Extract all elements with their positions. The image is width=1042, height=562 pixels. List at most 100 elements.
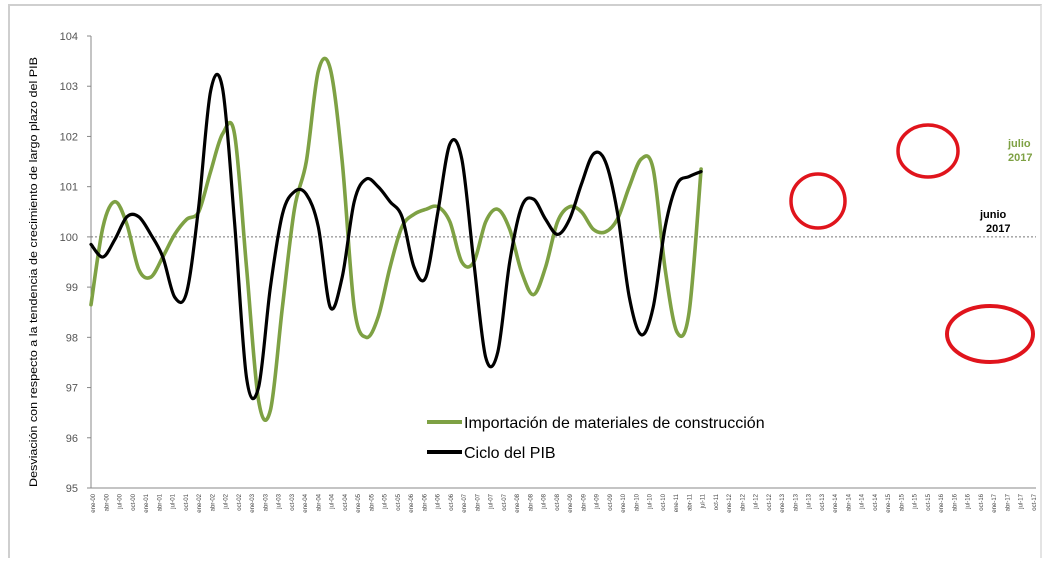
x-tick-label: abr-16 xyxy=(952,493,958,511)
x-tick-label: ene-07 xyxy=(462,493,468,512)
y-axis-label: Desviación con respecto a la tendencia d… xyxy=(28,57,40,487)
x-tick-label: jul-09 xyxy=(595,493,601,509)
x-tick-label: abr-15 xyxy=(899,493,905,511)
x-tick-label: abr-03 xyxy=(263,493,269,511)
x-tick-label: oct-10 xyxy=(661,493,667,510)
x-tick-label: oct-06 xyxy=(449,493,455,510)
x-tick-label: ene-04 xyxy=(303,493,309,512)
x-tick-label: abr-04 xyxy=(316,493,322,511)
annotations: julio 2017 junio 2017 xyxy=(979,138,1032,235)
legend-label-pib: Ciclo del PIB xyxy=(464,445,556,462)
x-tick-label: oct-01 xyxy=(184,493,190,510)
x-axis: ene-00 abr-00 jul-00 oct-00 ene-01 abr-01 jul-… xyxy=(91,487,1038,513)
x-tick-label: ene-10 xyxy=(621,493,627,512)
x-tick-label: oct-04 xyxy=(343,493,349,510)
x-tick-label: jul-07 xyxy=(489,493,495,509)
x-tick-label: oct-07 xyxy=(502,493,508,510)
x-tick-label: jul-17 xyxy=(1019,493,1025,509)
x-tick-label: oct-02 xyxy=(237,493,243,510)
y-tick-label: 100 xyxy=(60,232,78,244)
x-tick-label: abr-08 xyxy=(528,493,534,511)
importacion-line xyxy=(89,56,703,422)
x-tick-label: abr-06 xyxy=(422,493,428,511)
x-tick-label: ene-02 xyxy=(197,493,203,512)
annotation-julio-year: 2017 xyxy=(1008,152,1032,164)
x-tick-label: oct-05 xyxy=(396,493,402,510)
x-tick-label: abr-10 xyxy=(634,493,640,511)
x-tick-label: abr-12 xyxy=(740,493,746,511)
y-tick-label: 101 xyxy=(60,182,78,194)
y-axis: 95 96 97 98 99 100 101 102 103 104 xyxy=(60,31,92,495)
annotation-junio: junio xyxy=(979,209,1007,221)
y-tick-label: 102 xyxy=(60,131,78,143)
y-tick-label: 97 xyxy=(66,383,78,395)
x-tick-label: jul-01 xyxy=(171,493,177,509)
x-tick-label: oct-16 xyxy=(979,493,985,510)
highlight-circle-2 xyxy=(896,123,960,179)
x-tick-label: ene-06 xyxy=(409,493,415,512)
x-tick-label: jul-02 xyxy=(224,493,230,509)
x-tick-label: abr-13 xyxy=(793,493,799,511)
y-tick-label: 96 xyxy=(66,433,78,445)
x-tick-label: oct-11 xyxy=(714,493,720,510)
x-tick-label: oct-12 xyxy=(767,493,773,510)
annotation-junio-year: 2017 xyxy=(986,223,1010,235)
x-tick-label: abr-17 xyxy=(1005,493,1011,511)
x-tick-label: jul-15 xyxy=(913,493,919,509)
x-tick-label: oct-15 xyxy=(926,493,932,510)
x-tick-label: abr-14 xyxy=(846,493,852,511)
x-tick-label: oct-00 xyxy=(131,493,137,510)
y-tick-label: 99 xyxy=(66,282,78,294)
x-tick-label: jul-10 xyxy=(648,493,654,509)
x-tick-label: ene-00 xyxy=(91,493,97,512)
x-tick-label: jul-16 xyxy=(966,493,972,509)
x-tick-label: jul-14 xyxy=(860,493,866,509)
x-tick-label: oct-14 xyxy=(873,493,879,510)
x-tick-label: jul-03 xyxy=(277,493,283,509)
x-tick-label: abr-02 xyxy=(210,493,216,511)
x-tick-label: ene-16 xyxy=(939,493,945,512)
x-tick-label: ene-14 xyxy=(833,493,839,512)
x-tick-label: ene-17 xyxy=(992,493,998,512)
x-tick-label: abr-07 xyxy=(475,493,481,511)
x-tick-label: jul-04 xyxy=(330,493,336,509)
x-tick-label: abr-11 xyxy=(687,493,693,511)
x-tick-label: ene-01 xyxy=(144,493,150,512)
x-tick-label: oct-03 xyxy=(290,493,296,510)
x-tick-label: jul-06 xyxy=(436,493,442,509)
x-tick-label: oct-13 xyxy=(820,493,826,510)
x-tick-label: abr-00 xyxy=(104,493,110,511)
x-tick-label: ene-03 xyxy=(250,493,256,512)
x-tick-label: jul-00 xyxy=(118,493,124,509)
series-lines xyxy=(89,56,703,422)
highlight-circle-1 xyxy=(789,172,847,230)
x-tick-label: oct-09 xyxy=(608,493,614,510)
x-tick-label: ene-11 xyxy=(674,493,680,512)
x-tick-label: jul-08 xyxy=(542,493,548,509)
highlight-circles xyxy=(789,123,1035,364)
x-tick-label: abr-05 xyxy=(369,493,375,511)
x-tick-label: ene-13 xyxy=(780,493,786,512)
x-tick-label: oct-17 xyxy=(1032,493,1038,510)
ciclo-pib-line xyxy=(89,72,703,401)
x-tick-label: abr-01 xyxy=(157,493,163,511)
y-tick-label: 104 xyxy=(60,31,78,43)
x-tick-label: ene-08 xyxy=(515,493,521,512)
x-tick-label: jul-05 xyxy=(383,493,389,509)
y-tick-label: 98 xyxy=(66,332,78,344)
x-tick-label: jul-11 xyxy=(701,493,707,509)
legend: Importación de materiales de construcció… xyxy=(427,415,765,462)
annotation-julio: julio xyxy=(1007,138,1031,150)
legend-label-importacion: Importación de materiales de construcció… xyxy=(464,415,765,432)
x-tick-label: jul-13 xyxy=(807,493,813,509)
x-tick-label: ene-09 xyxy=(568,493,574,512)
x-tick-label: jul-12 xyxy=(754,493,760,509)
x-tick-label: ene-15 xyxy=(886,493,892,512)
x-tick-label: ene-05 xyxy=(356,493,362,512)
x-tick-label: oct-08 xyxy=(555,493,561,510)
x-tick-label: ene-12 xyxy=(727,493,733,512)
y-tick-label: 103 xyxy=(60,81,78,93)
highlight-circle-3 xyxy=(945,304,1035,364)
y-tick-label: 95 xyxy=(66,483,78,495)
